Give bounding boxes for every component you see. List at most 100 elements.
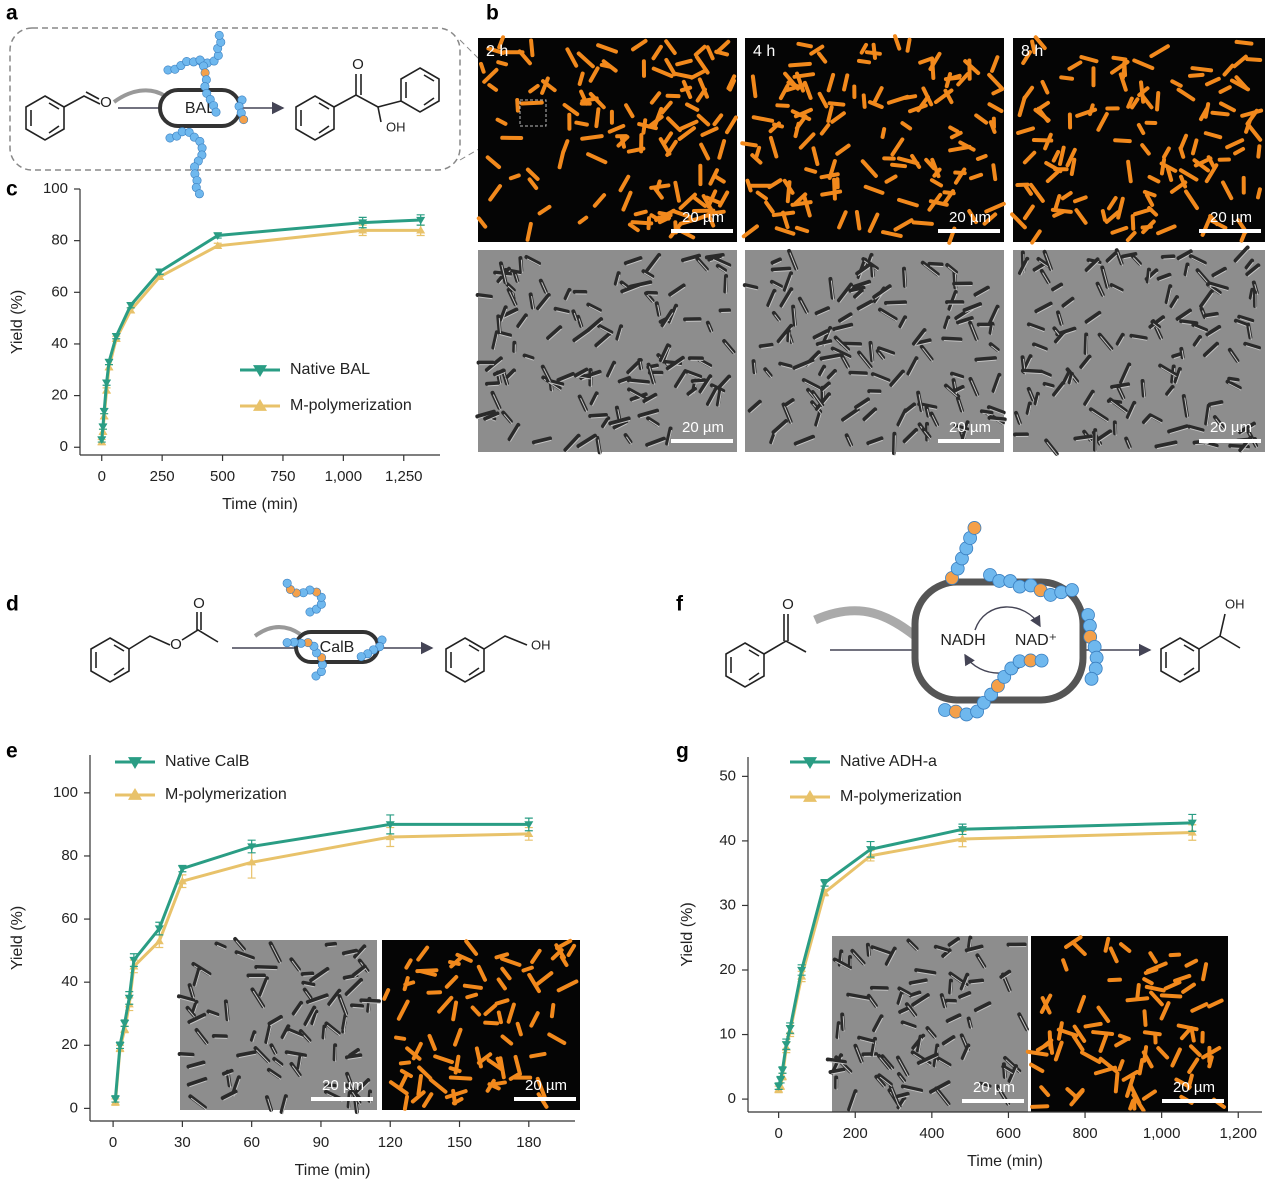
- cell-rod: [1130, 253, 1142, 266]
- cell-halo: [1230, 351, 1239, 364]
- cell-halo: [956, 427, 969, 432]
- cell-rod: [865, 942, 871, 957]
- cell-rod: [353, 944, 367, 959]
- y-tick-label: 100: [53, 784, 78, 801]
- cell-rod: [713, 174, 726, 184]
- cell-rod: [1218, 85, 1232, 94]
- cell-rod: [1148, 315, 1166, 329]
- cell-halo: [260, 979, 269, 997]
- cell-rod: [1245, 57, 1263, 62]
- cell-rod: [876, 346, 896, 356]
- cell-halo: [493, 333, 499, 351]
- cell-rod: [677, 126, 697, 141]
- cell-halo: [667, 429, 673, 447]
- cell-halo: [1153, 323, 1161, 330]
- cell-rod: [895, 1091, 910, 1099]
- cell-halo: [327, 945, 337, 948]
- cell-halo: [754, 362, 757, 375]
- cell-rod: [1072, 1024, 1087, 1043]
- cell-rod: [324, 1083, 337, 1088]
- cell-rod: [1141, 1089, 1157, 1101]
- cell-halo: [1020, 260, 1029, 276]
- cell-rod: [793, 192, 808, 206]
- cell-rod: [1175, 308, 1192, 321]
- cell-halo: [357, 1081, 370, 1095]
- cell-rod: [763, 367, 773, 378]
- panel-letter: b: [486, 2, 499, 25]
- cell-rod: [953, 423, 970, 432]
- cell-halo: [343, 1017, 347, 1031]
- micrograph: 20 µm: [382, 938, 580, 1111]
- cell-rod: [651, 44, 663, 61]
- cell-rod: [496, 314, 502, 333]
- cell-rod: [776, 323, 794, 344]
- cell-rod: [1248, 287, 1255, 300]
- cell-rod: [1029, 1062, 1045, 1074]
- cell-rod: [296, 1052, 303, 1070]
- cell-rod: [653, 186, 664, 200]
- cell-rod: [1053, 194, 1062, 213]
- cell-rod: [867, 100, 884, 109]
- cell-rod: [1245, 263, 1261, 277]
- cell-rod: [576, 433, 597, 449]
- cell-rod: [770, 266, 792, 272]
- cell-rod: [272, 1056, 284, 1067]
- cell-rod: [890, 137, 905, 157]
- cell-rod: [1052, 381, 1066, 397]
- cell-halo: [781, 290, 793, 308]
- cell-rod: [690, 378, 707, 384]
- data-point: [177, 865, 187, 874]
- cell-rod: [991, 163, 998, 182]
- cell-halo: [499, 333, 512, 338]
- cell-halo: [287, 1053, 307, 1058]
- cell-rod: [627, 387, 648, 401]
- cell-rod: [566, 943, 577, 958]
- cell-rod: [991, 372, 1002, 393]
- cell-halo: [849, 1092, 858, 1112]
- cell-halo: [868, 946, 871, 958]
- cell-rod: [664, 39, 677, 55]
- cell-rod: [556, 371, 575, 383]
- polymer-bead: [194, 189, 204, 199]
- cell-rod: [476, 216, 488, 229]
- atom-label: O: [170, 636, 182, 653]
- cell-rod: [1125, 400, 1137, 419]
- cell-halo: [1248, 326, 1252, 340]
- cell-rod: [1170, 79, 1183, 88]
- cell-halo: [918, 1038, 923, 1053]
- cell-halo: [950, 940, 960, 948]
- cell-rod: [1133, 207, 1153, 217]
- cell-halo: [879, 1057, 891, 1071]
- cell-rod: [893, 34, 902, 51]
- cell-rod: [945, 263, 958, 275]
- cell-rod: [779, 287, 794, 308]
- data-point: [957, 826, 967, 834]
- cell-rod: [1074, 208, 1088, 225]
- cell-rod: [836, 282, 853, 303]
- cell-rod: [1150, 319, 1161, 330]
- cell-halo: [785, 274, 793, 293]
- polymer-bead: [1084, 671, 1099, 686]
- cell-rod: [1179, 346, 1185, 360]
- cell-rod: [1165, 166, 1174, 182]
- legend-marker: [253, 365, 267, 377]
- cell-rod: [403, 980, 416, 987]
- cell-rod: [658, 343, 670, 363]
- cell-halo: [515, 274, 519, 284]
- cell-rod: [868, 340, 875, 363]
- cell-rod: [791, 304, 797, 327]
- cell-rod: [686, 386, 697, 396]
- cell-halo: [942, 996, 947, 1009]
- cell-rod: [974, 356, 997, 362]
- cell-rod: [1142, 1030, 1162, 1037]
- data-point: [358, 225, 368, 234]
- cell-halo: [344, 952, 358, 956]
- cell-halo: [1001, 973, 1011, 980]
- cell-rod: [793, 434, 815, 446]
- cell-rod: [1176, 87, 1196, 102]
- x-tick-label: 0: [98, 468, 106, 485]
- cell-rod: [901, 266, 907, 288]
- cell-rod: [495, 117, 508, 126]
- cell-halo: [252, 1033, 256, 1043]
- cell-rod: [1042, 381, 1055, 389]
